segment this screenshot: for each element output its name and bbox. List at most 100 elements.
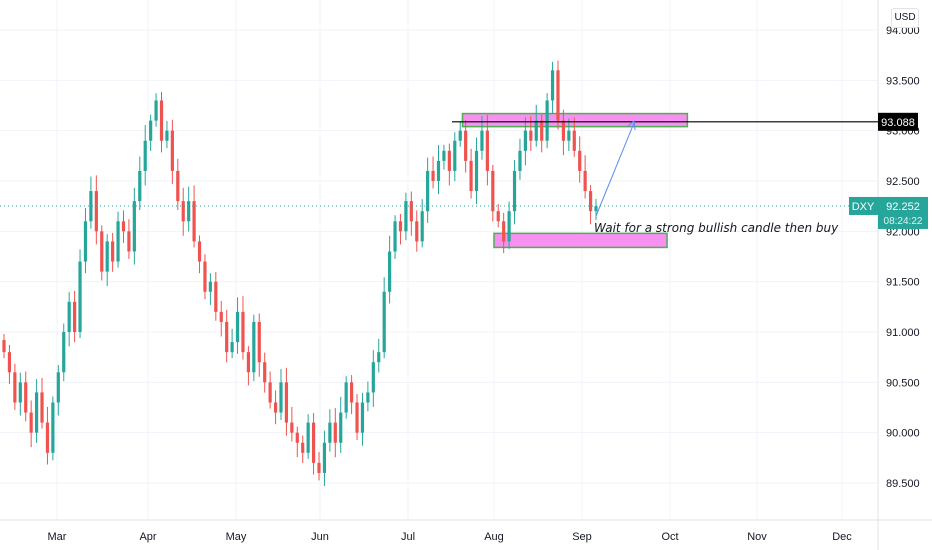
price-axis[interactable]: 94.00093.50093.00092.50092.00091.50091.0…	[886, 25, 920, 490]
candle	[13, 363, 17, 410]
candle-body	[550, 70, 555, 101]
candle	[263, 352, 267, 393]
candle	[165, 121, 169, 149]
candle-body	[62, 332, 66, 373]
candle-body	[556, 70, 560, 121]
candle-body	[344, 382, 348, 413]
candle-body	[51, 402, 55, 453]
candle-body	[339, 412, 343, 443]
candle	[111, 232, 115, 272]
candle-body	[426, 170, 430, 212]
drawings	[0, 120, 878, 217]
candle-body	[322, 442, 327, 473]
candle	[295, 426, 299, 458]
candle-body	[545, 100, 549, 141]
candle-body	[453, 140, 457, 171]
candle-body	[170, 130, 174, 171]
time-axis[interactable]: Mar Apr May Jun Jul Aug Sep Oct Nov Dec	[48, 531, 853, 543]
candle	[127, 219, 131, 259]
candle-body	[187, 201, 191, 222]
candle-body	[165, 130, 169, 141]
x-tick-label: Jun	[311, 531, 329, 543]
candle	[496, 203, 500, 228]
x-tick-label: Apr	[139, 531, 156, 543]
candle	[34, 379, 39, 443]
support-zone[interactable]	[493, 232, 668, 249]
candle-body	[561, 120, 566, 141]
candle	[197, 235, 202, 274]
candle	[105, 234, 109, 287]
candle-body	[273, 402, 278, 413]
candle-body	[268, 382, 272, 403]
candle	[545, 93, 549, 149]
candle	[121, 210, 126, 244]
candle	[355, 394, 359, 441]
candle-body	[306, 422, 310, 453]
candle	[317, 452, 321, 481]
candle-body	[349, 382, 354, 403]
candle	[453, 132, 457, 182]
candle-body	[2, 340, 6, 353]
currency-button[interactable]: USD	[891, 8, 919, 28]
candle	[100, 225, 104, 281]
annotation-text[interactable]: Wait for a strong bullish candle then bu…	[594, 221, 839, 235]
candle	[40, 377, 44, 429]
candle	[371, 350, 375, 407]
candle-body	[214, 281, 218, 312]
candle-body	[290, 422, 294, 433]
x-tick-label: Mar	[48, 531, 67, 543]
plot-area[interactable]	[0, 0, 878, 520]
candle-body	[143, 140, 147, 171]
candle-body	[241, 311, 245, 353]
candle-body	[496, 211, 500, 222]
candle-body	[56, 372, 60, 403]
candle	[235, 297, 240, 354]
candle	[306, 414, 310, 459]
candle-body	[572, 130, 576, 151]
candle	[241, 296, 245, 360]
candle-body	[252, 321, 256, 373]
candle-body	[219, 311, 223, 322]
price-labels: 93.088 DXY 92.252 08:24:22	[849, 112, 928, 229]
candle	[333, 408, 337, 458]
candle	[588, 185, 593, 225]
candle	[458, 121, 462, 147]
candle-body	[116, 221, 120, 262]
candle-body	[94, 191, 98, 232]
candle	[382, 277, 386, 359]
candle-body	[458, 130, 462, 141]
level-price-text: 93.088	[881, 117, 915, 129]
candle-body	[132, 201, 136, 252]
candle-body	[377, 352, 381, 363]
y-tick-label: 91.000	[886, 327, 920, 339]
candle	[230, 328, 234, 359]
candle-body	[540, 120, 544, 141]
candle-body	[138, 170, 142, 202]
candle	[284, 367, 289, 436]
candle-body	[18, 382, 22, 403]
candle	[290, 406, 294, 442]
candle	[138, 156, 142, 210]
candle-body	[13, 372, 17, 403]
candle-body	[176, 170, 180, 202]
candle	[431, 156, 435, 189]
resistance-zone[interactable]	[461, 112, 689, 128]
candle-body	[404, 201, 408, 232]
candle-body	[469, 160, 473, 192]
x-tick-label: Oct	[661, 531, 678, 543]
projection-arrow[interactable]	[595, 122, 635, 217]
y-tick-label: 90.500	[886, 377, 920, 389]
candle-body	[436, 160, 441, 182]
candle	[436, 145, 441, 195]
candle	[181, 187, 185, 236]
candle-body	[24, 382, 28, 413]
candle-body	[431, 170, 435, 182]
candle	[94, 175, 98, 245]
candle-body	[154, 100, 158, 121]
candle-body	[355, 402, 359, 433]
x-tick-label: Sep	[572, 531, 592, 543]
x-tick-label: May	[226, 531, 247, 543]
y-tick-label: 92.000	[886, 226, 920, 238]
candle-body	[567, 130, 571, 141]
